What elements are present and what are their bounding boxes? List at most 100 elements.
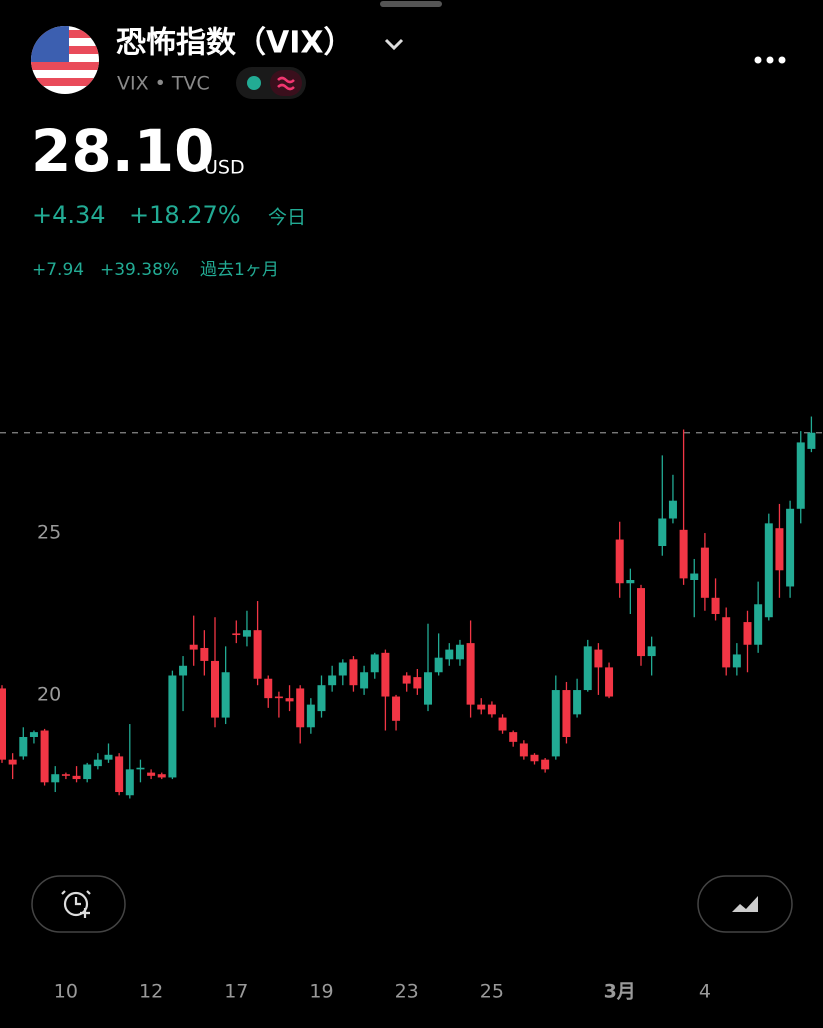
candle-body — [796, 442, 805, 509]
candle-body — [221, 672, 230, 718]
alert-button[interactable] — [31, 875, 126, 933]
candle-body — [413, 677, 422, 689]
month-change-pct: +39.38% — [100, 260, 179, 280]
candle-body — [328, 675, 337, 686]
x-tick-label: 4 — [699, 981, 711, 1003]
drag-handle[interactable] — [380, 1, 442, 7]
candle-body — [722, 617, 731, 668]
y-tick-label: 25 — [37, 522, 61, 544]
candle-body — [306, 704, 315, 728]
candle-body — [40, 730, 49, 783]
candle-body — [466, 643, 475, 705]
candle-body — [168, 675, 177, 778]
candle-body — [19, 736, 28, 757]
subtitle: VIX • TVC — [117, 73, 210, 95]
title: 恐怖指数（VIX） — [116, 26, 354, 61]
candle-body — [61, 774, 70, 776]
candle-body — [232, 633, 241, 636]
candle-body — [477, 704, 486, 710]
candle-body — [29, 732, 38, 737]
x-tick-label: 3月 — [604, 981, 636, 1003]
month-change: +7.94 — [32, 260, 84, 280]
candle-body — [551, 690, 560, 757]
candle-body — [583, 646, 592, 691]
x-tick-label: 23 — [395, 981, 419, 1003]
candle-body — [125, 769, 134, 796]
chart: 20 25 10 12 17 19 23 25 3月 4 — [0, 416, 823, 1003]
indicator-button[interactable] — [697, 875, 793, 933]
alert-icon — [61, 890, 91, 918]
candle-body — [0, 688, 6, 760]
currency: USD — [204, 157, 245, 179]
candle-body — [317, 685, 326, 712]
candle-body — [72, 775, 81, 780]
candle-body — [285, 698, 294, 702]
candle-body — [8, 759, 17, 765]
change-pct: +18.27% — [129, 201, 241, 229]
candle-body — [807, 432, 816, 449]
y-tick-label: 20 — [37, 683, 61, 705]
candle-body — [179, 665, 188, 676]
candle-body — [83, 764, 92, 780]
candle-body — [392, 696, 401, 721]
candle-body — [296, 688, 305, 728]
candle-body — [93, 759, 102, 767]
candle-body — [242, 630, 251, 637]
delay-badge — [270, 70, 302, 96]
indicator-icon — [732, 896, 758, 912]
candle-body — [51, 774, 60, 783]
candle-body — [605, 667, 614, 697]
approx-icon — [277, 76, 295, 91]
candle-body — [434, 657, 443, 673]
candle-body — [754, 604, 763, 645]
candle-body — [498, 717, 507, 731]
x-tick-label: 19 — [309, 981, 333, 1003]
candle-body — [519, 743, 528, 757]
candle-body — [615, 539, 624, 584]
candle-body — [253, 630, 262, 679]
candle-body — [370, 654, 379, 673]
candle-body — [274, 696, 283, 699]
candle-body — [487, 704, 496, 715]
candle-body — [700, 547, 709, 598]
candle-body — [594, 649, 603, 668]
candle-body — [541, 759, 550, 770]
candle-body — [157, 774, 166, 778]
candle-body — [530, 754, 539, 762]
candle-body — [115, 756, 124, 793]
candle-body — [104, 754, 113, 760]
candle-body — [637, 588, 645, 657]
candle-body — [764, 523, 773, 618]
status-dot — [247, 76, 261, 90]
x-tick-label: 17 — [224, 981, 248, 1003]
candle-body — [455, 644, 464, 660]
candle-body — [679, 529, 688, 579]
candle-body — [200, 647, 209, 661]
candle-body — [381, 652, 390, 697]
candle-body — [786, 508, 795, 587]
candle-body — [136, 767, 145, 770]
price: 28.10 — [31, 117, 214, 185]
candle-body — [690, 573, 699, 580]
candle-body — [360, 672, 369, 689]
candle-body — [211, 660, 219, 718]
candle-body — [189, 644, 198, 650]
candle-body — [647, 646, 656, 657]
candle-body — [349, 659, 358, 686]
candle-body — [264, 678, 273, 699]
candle-body — [573, 690, 582, 715]
candle-body — [147, 772, 156, 776]
flag-icon — [31, 26, 99, 94]
x-tick-label: 12 — [139, 981, 163, 1003]
month-period: 過去1ヶ月 — [200, 260, 279, 280]
chevron[interactable] — [384, 38, 404, 51]
candle-body — [626, 580, 635, 584]
candle-body — [658, 518, 667, 547]
candle-body — [732, 654, 741, 668]
candle-body — [424, 672, 432, 705]
candle-body — [743, 622, 752, 645]
x-tick-label: 10 — [54, 981, 78, 1003]
more-menu[interactable] — [754, 56, 786, 64]
